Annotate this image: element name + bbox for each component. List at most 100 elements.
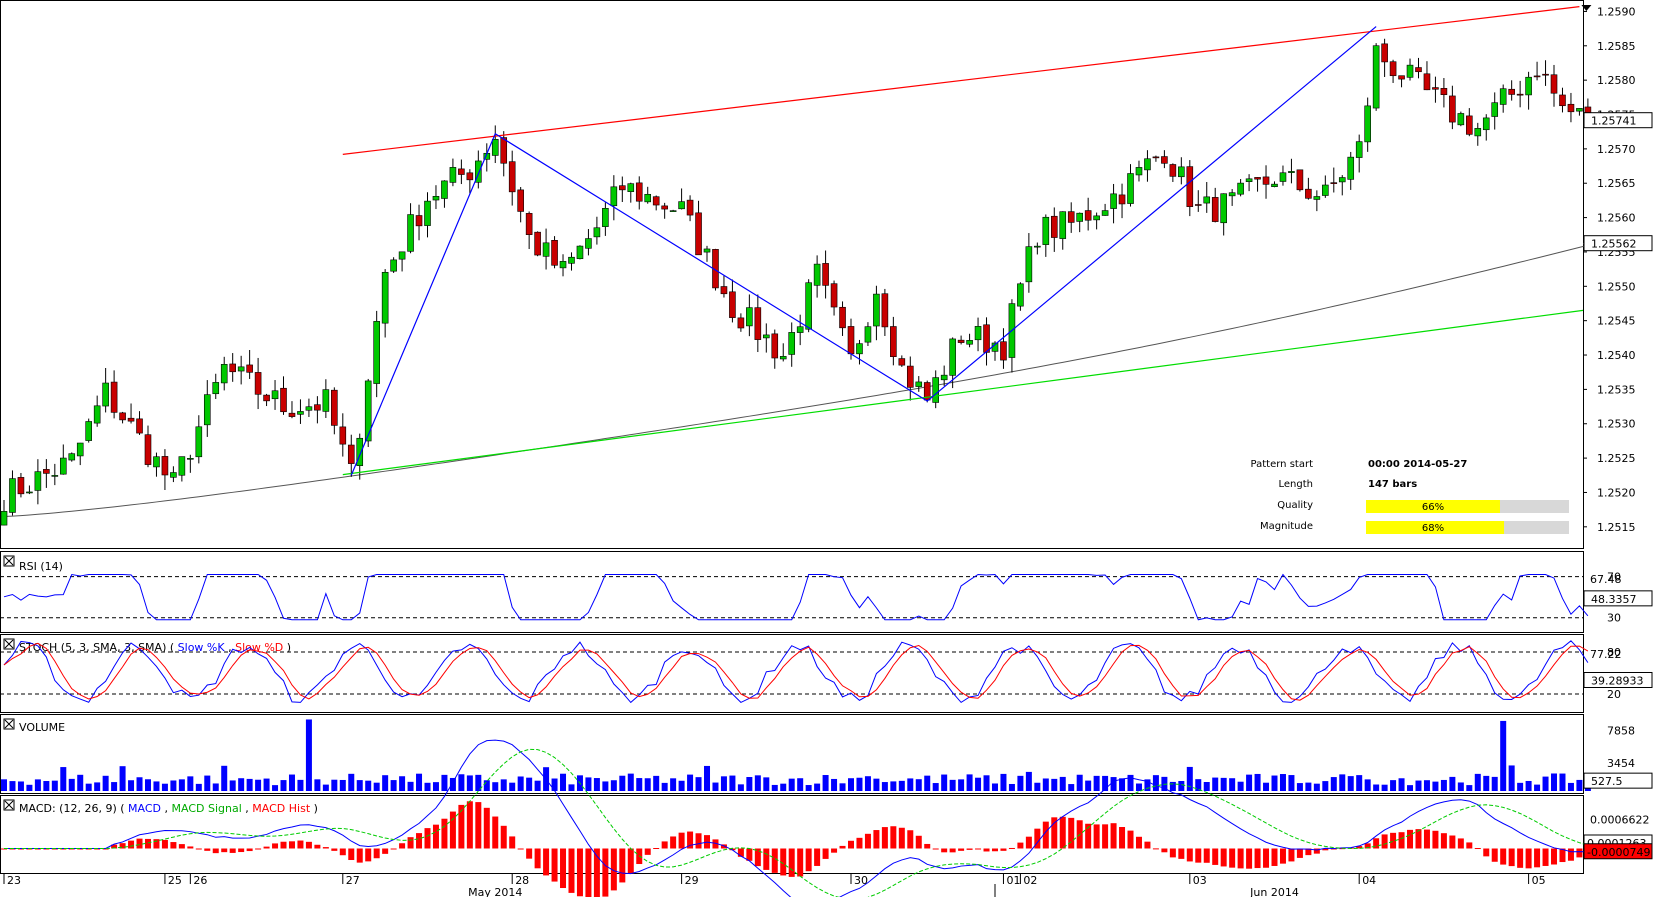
candle-body (830, 283, 838, 308)
sma-value-label-box (1583, 235, 1653, 252)
candle-body (856, 343, 863, 355)
candle-body (1084, 210, 1092, 221)
volume-bar (1525, 780, 1532, 791)
candle-body (26, 491, 33, 494)
volume-bar (1152, 775, 1159, 791)
volume-bar (1000, 773, 1007, 791)
macd-hist-bar (1423, 829, 1430, 849)
volume-bar (1373, 784, 1380, 791)
volume-bar (280, 780, 287, 791)
day-label: 27 (346, 874, 360, 887)
macd-hist-bar (1229, 848, 1236, 868)
candle-body (619, 185, 626, 191)
candle-body (1076, 212, 1083, 222)
candle (915, 376, 923, 392)
candle (1296, 169, 1304, 192)
volume-bar (128, 780, 135, 791)
candle-body (779, 356, 787, 360)
candle-body (297, 411, 304, 415)
candle-body (508, 161, 516, 193)
volume-bar (1440, 779, 1447, 791)
macd-hist-bar (178, 844, 185, 849)
volume-bar (432, 782, 439, 791)
candle (491, 125, 499, 164)
volume-bar (1356, 775, 1363, 791)
volume-bar (585, 777, 592, 791)
volume-bar (1491, 776, 1498, 791)
stoch-k-line (3, 640, 1589, 704)
price-tick-label: 1.2550 (1597, 280, 1636, 293)
macd-hist-bar (1525, 848, 1532, 869)
candle-body (542, 242, 550, 257)
candle-body (1457, 113, 1465, 126)
volume-bar (763, 777, 770, 791)
candle (585, 229, 592, 256)
candle (1432, 76, 1439, 103)
macd-hist-bar (1466, 842, 1473, 849)
macd-hist-bar (322, 847, 329, 849)
candle-body (754, 307, 762, 340)
candle (813, 255, 821, 298)
candle (1372, 43, 1380, 111)
volume-bar (305, 719, 312, 791)
macd-hist-bar (1322, 848, 1329, 851)
price-tick-label: 1.2535 (1597, 383, 1636, 396)
volume-bar (873, 778, 880, 791)
pattern-start-value: 00:00 2014-05-27 (1368, 459, 1467, 470)
candlesticks (0, 38, 1592, 526)
candle (898, 355, 906, 367)
macd-hist-bar (441, 818, 448, 849)
macd-hist-bar (111, 844, 118, 849)
candle-body (59, 457, 67, 475)
macd-hist-bar (881, 827, 888, 849)
candle-body (974, 326, 982, 341)
macd-hist-bar (1432, 830, 1439, 849)
day-label: 26 (193, 874, 207, 887)
macd-hist-bar (1017, 842, 1024, 849)
macd-hist-bar (1102, 824, 1109, 849)
candle (779, 343, 787, 362)
volume-bar (771, 784, 778, 791)
candle (890, 316, 897, 366)
macd-hist-bar (1263, 848, 1270, 868)
candle (144, 425, 152, 468)
volume-bar (77, 774, 84, 791)
rsi-70-label: 70 (1607, 571, 1621, 584)
volume-bar (1381, 784, 1388, 791)
candle (1406, 58, 1414, 81)
candle (1245, 174, 1253, 192)
candle-body (1491, 102, 1499, 117)
main-price-panel: 1.25901.25851.25801.25751.25701.25651.25… (0, 5, 1653, 534)
candle-body (314, 404, 321, 411)
candle (271, 380, 279, 410)
macd-hist-bar (1178, 848, 1185, 859)
candle (542, 228, 550, 270)
macd-hist-bar (1288, 848, 1295, 862)
volume-bar (1186, 766, 1193, 791)
macd-hist-bar (1186, 848, 1193, 862)
candle (661, 202, 668, 219)
macd-title: MACD: (12, 26, 9) ( MACD , MACD Signal ,… (19, 802, 318, 815)
volume-bar (1229, 778, 1236, 791)
macd-hist-bar (1390, 832, 1397, 849)
macd-hist-bar (695, 833, 702, 849)
macd-hist-bar (492, 816, 499, 849)
candle (347, 434, 355, 477)
volume-bar (1042, 778, 1049, 791)
volume-bar (272, 785, 279, 791)
candle (1152, 155, 1160, 162)
volume-bar (356, 780, 363, 791)
candle (1220, 193, 1227, 236)
candle (1482, 114, 1490, 141)
candle-body (1093, 215, 1100, 221)
price-tick-label: 1.2545 (1597, 315, 1636, 328)
candle-body (1355, 141, 1363, 158)
price-tick-label: 1.2520 (1597, 486, 1636, 499)
candle (1305, 177, 1312, 200)
candle (331, 387, 338, 435)
volume-bar (1296, 783, 1303, 791)
candle (424, 192, 431, 238)
candle-body (475, 160, 482, 183)
panel-toggle-cross (4, 639, 14, 649)
candle-body (119, 412, 126, 421)
